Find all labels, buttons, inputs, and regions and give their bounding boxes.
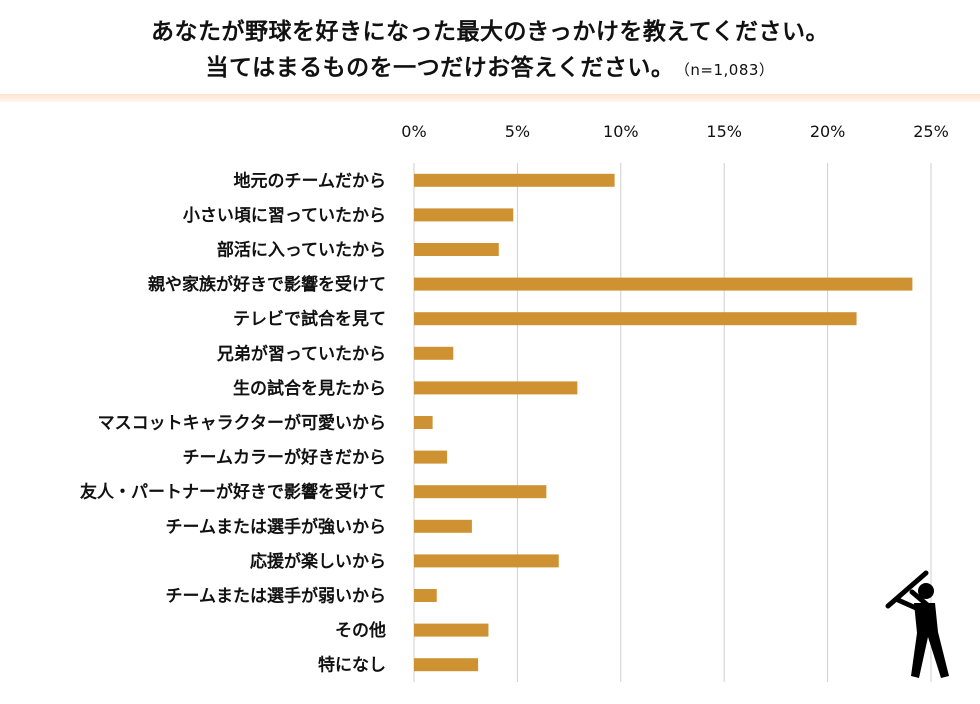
bar	[414, 589, 437, 602]
bar	[414, 243, 499, 256]
category-label: 地元のチームだから	[234, 170, 387, 191]
x-axis-ticks: 0% 5% 10% 15% 20% 25%	[401, 122, 948, 141]
bar	[414, 173, 615, 187]
bar	[414, 312, 857, 326]
title-line-2: 当てはまるものを一つだけお答えください。 （n=1,083）	[0, 50, 980, 88]
title-line-1: あなたが野球を好きになった最大のきっかけを教えてください。	[150, 19, 830, 45]
category-label: 生の試合を見たから	[233, 378, 386, 399]
sample-size: （n=1,083）	[682, 61, 775, 79]
x-tick-label: 10%	[603, 122, 639, 141]
bar	[414, 381, 578, 395]
bar	[414, 519, 472, 533]
bar	[414, 346, 454, 360]
bar	[414, 450, 448, 464]
category-label: 部活に入っていたから	[217, 240, 386, 261]
bar	[414, 416, 433, 429]
bars	[414, 173, 913, 672]
category-label: 兄弟が習っていたから	[216, 343, 386, 364]
category-label: マスコットキャラクターが可愛いから	[98, 413, 386, 434]
category-labels: 地元のチームだから小さい頃に習っていたから部活に入っていたから親や家族が好きで影…	[80, 170, 386, 675]
category-label: 特になし	[318, 655, 386, 676]
category-label: 小さい頃に習っていたから	[183, 206, 386, 226]
category-label: 友人・パートナーが好きで影響を受けて	[80, 482, 386, 503]
category-label: テレビで試合を見て	[233, 309, 386, 330]
category-label: チームカラーが好きだから	[183, 447, 387, 468]
baseball-batter-icon	[885, 570, 949, 678]
x-tick-label: 5%	[505, 122, 530, 141]
bar	[414, 623, 489, 637]
x-tick-label: 15%	[706, 122, 742, 141]
grid-lines	[413, 163, 932, 682]
title-underline	[0, 94, 980, 102]
category-label: その他	[335, 620, 386, 641]
bar	[414, 277, 913, 291]
bar	[414, 208, 514, 222]
x-tick-label: 20%	[810, 122, 846, 141]
bar	[414, 554, 559, 568]
bar	[414, 485, 547, 499]
category-label: 応援が楽しいから	[250, 551, 386, 572]
category-label: チームまたは選手が弱いから	[166, 586, 387, 607]
category-label: チームまたは選手が強いから	[166, 516, 387, 537]
x-tick-label: 25%	[913, 122, 949, 141]
category-label: 親や家族が好きで影響を受けて	[148, 274, 386, 295]
title-question: 当てはまるものを一つだけお答えください。	[205, 55, 675, 81]
chart-title: あなたが野球を好きになった最大のきっかけを教えてください。 当てはまるものを一つ…	[0, 0, 980, 96]
x-tick-label: 0%	[401, 122, 426, 141]
bar	[414, 658, 479, 672]
